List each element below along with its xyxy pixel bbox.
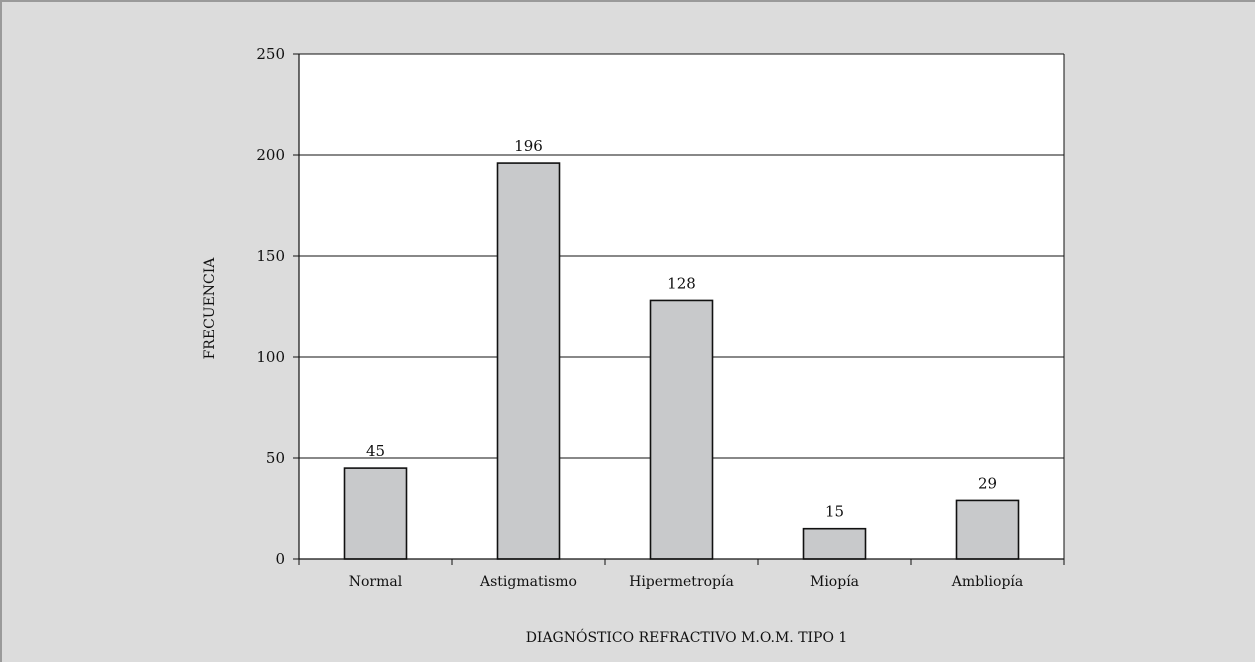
y-tick-label: 200 xyxy=(256,146,285,164)
data-label: 45 xyxy=(366,442,385,460)
x-tick-label: Miopía xyxy=(810,574,859,590)
data-label: 128 xyxy=(667,274,696,292)
bar xyxy=(955,499,1020,560)
bar xyxy=(802,527,867,560)
x-tick-labels: Normal Astigmatismo Hipermetropía Miopía Amb… xyxy=(349,574,1024,590)
data-label: 15 xyxy=(825,503,844,521)
axes xyxy=(293,53,1065,565)
x-tick-label: Astigmatismo xyxy=(479,574,577,590)
bar xyxy=(343,467,408,560)
y-tick-label: 50 xyxy=(266,449,285,467)
x-tick-label: Hipermetropía xyxy=(629,574,734,590)
x-axis-title: DIAGNÓSTICO REFRACTIVO M.O.M. TIPO 1 xyxy=(526,628,848,646)
data-label: 196 xyxy=(514,137,543,155)
x-tick-label: Ambliopía xyxy=(951,574,1024,590)
y-tick-label: 100 xyxy=(256,348,285,366)
y-tick-label: 150 xyxy=(256,247,285,265)
bar xyxy=(649,299,714,560)
y-tick-labels: 0 50 100 150 200 250 xyxy=(256,45,285,568)
y-axis-title: FRECUENCIA xyxy=(202,257,218,360)
data-labels: 45 196 128 15 29 xyxy=(366,137,997,521)
x-tick-label: Normal xyxy=(349,574,403,590)
bars xyxy=(343,162,1020,560)
y-tick-label: 0 xyxy=(275,550,285,568)
bar xyxy=(496,162,561,560)
y-tick-label: 250 xyxy=(256,45,285,63)
data-label: 29 xyxy=(978,474,997,492)
